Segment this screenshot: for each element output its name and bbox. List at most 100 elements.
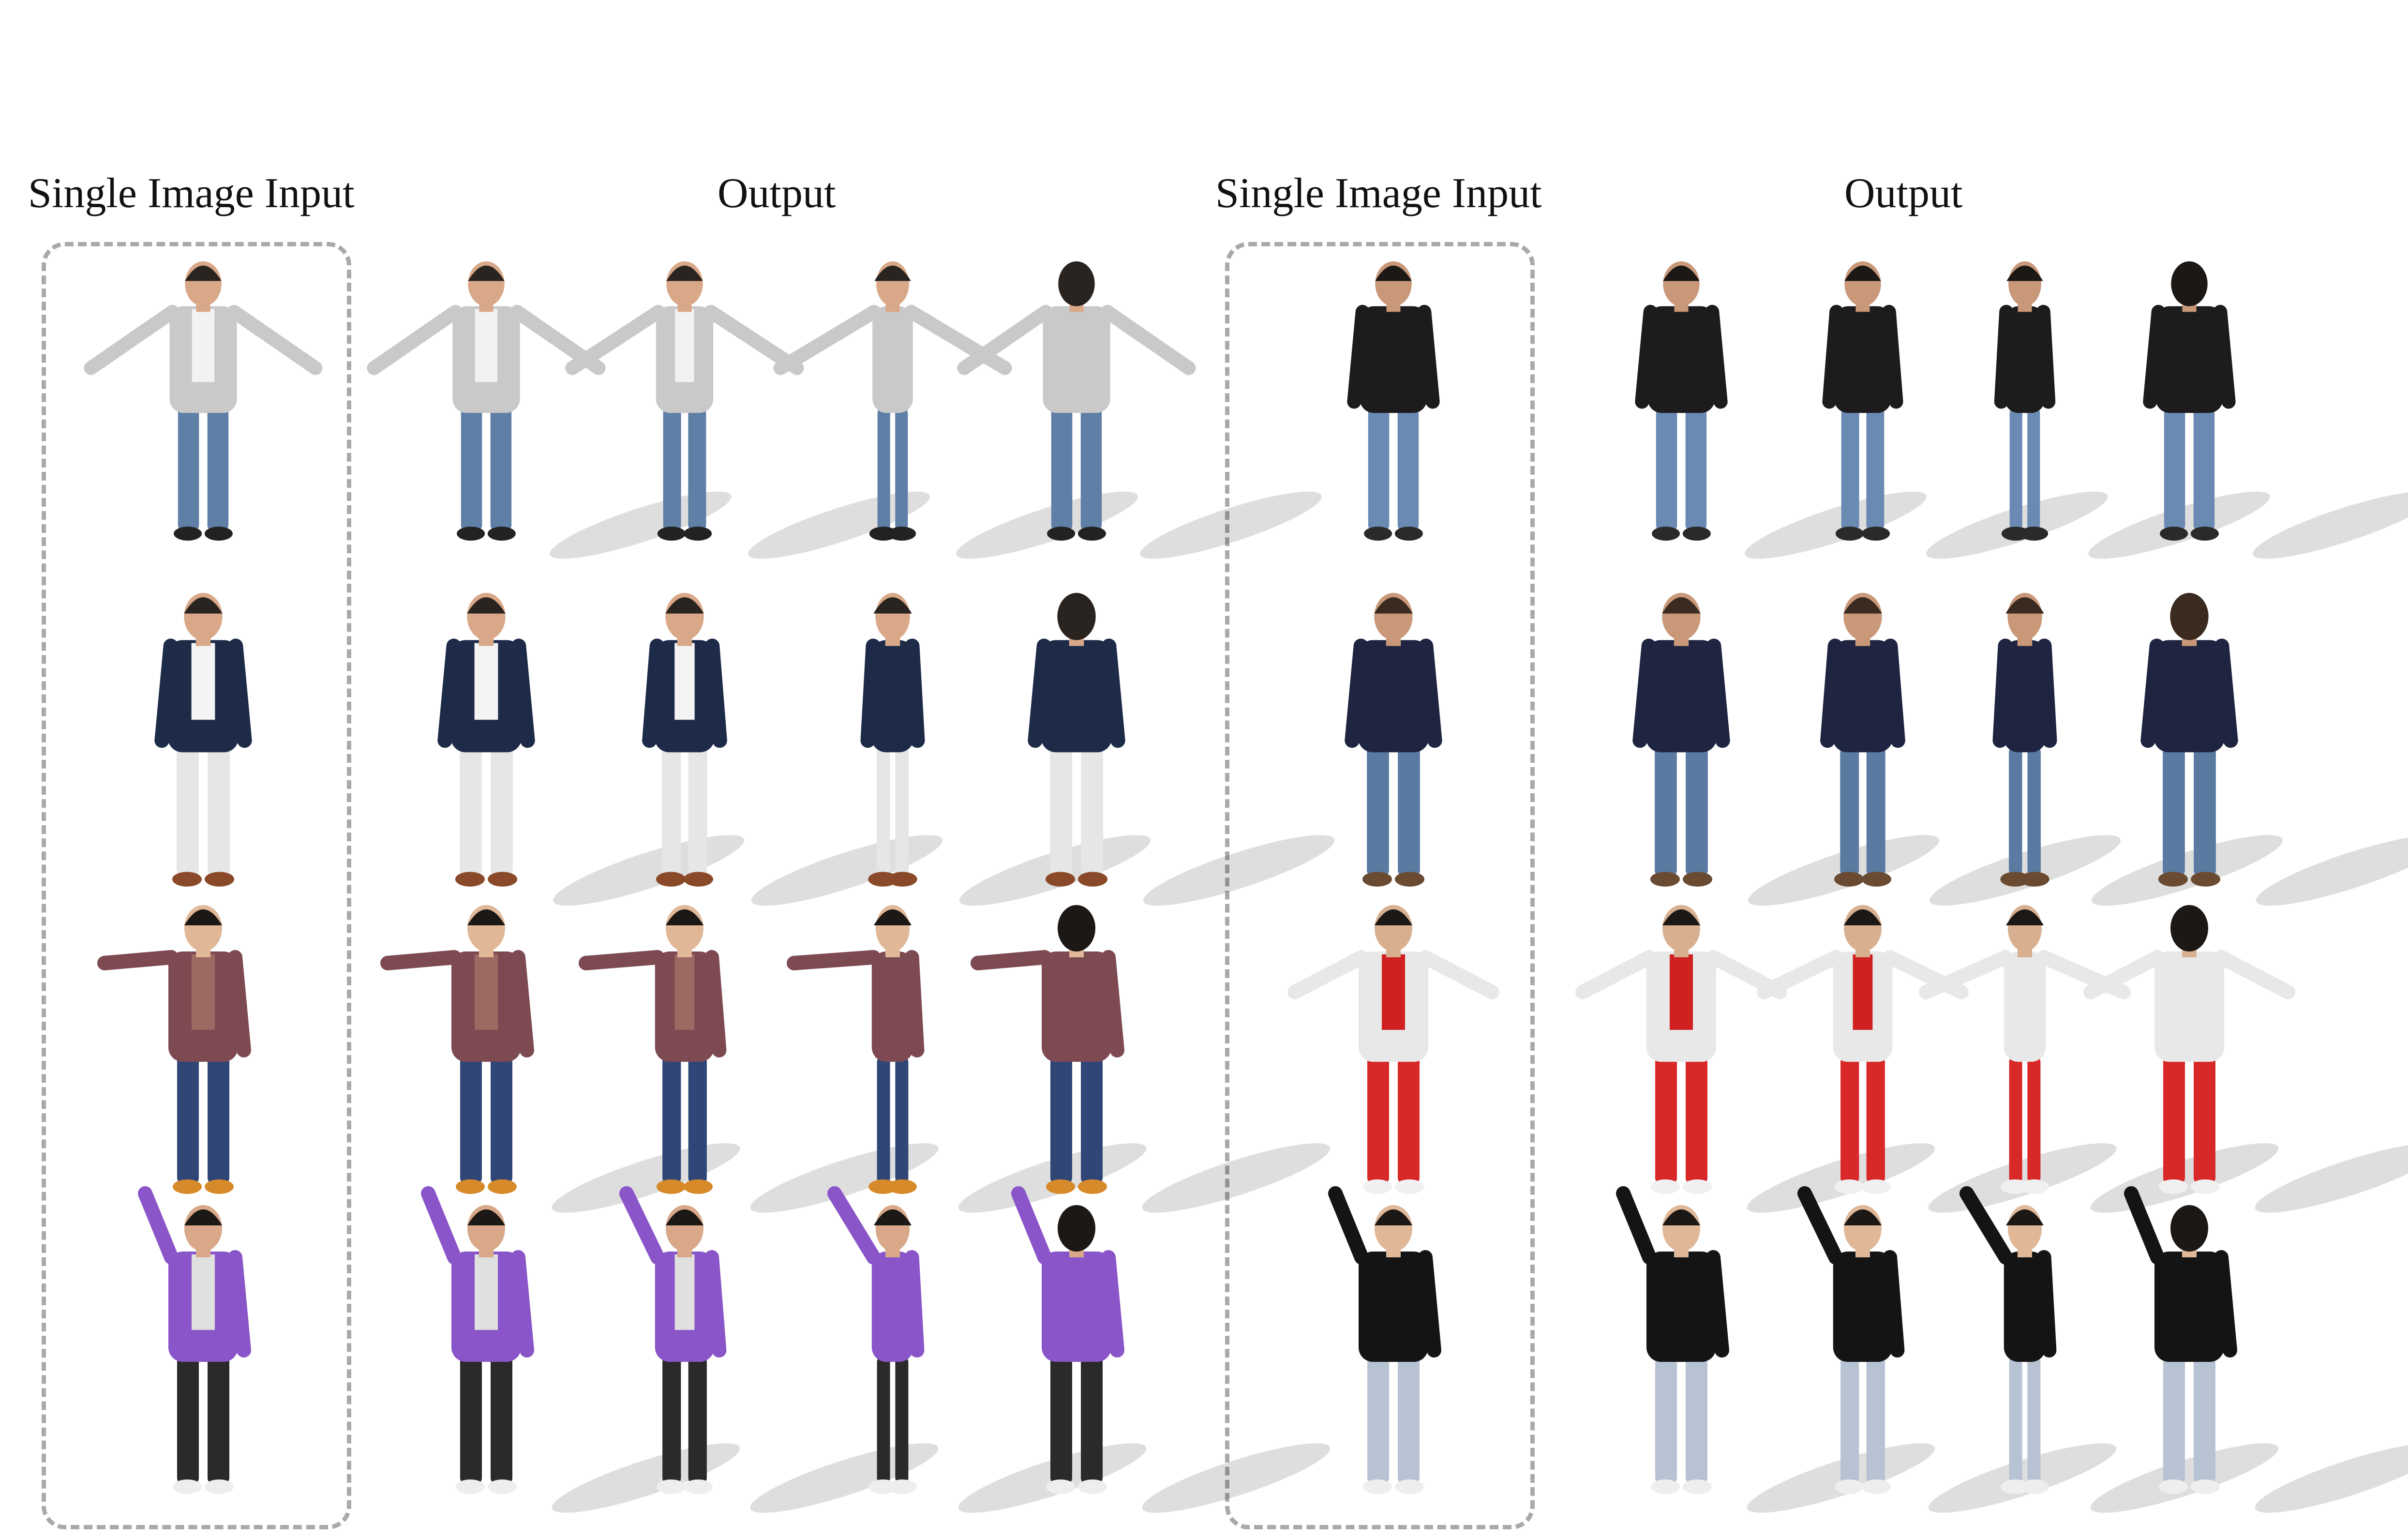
hair [874,265,911,281]
right-shoe [488,872,518,887]
right-leg [895,1056,909,1184]
shirt-front [1381,643,1406,720]
left-shoe [173,1179,202,1194]
left-shoe [1834,1479,1864,1494]
left-arm [2083,950,2165,999]
left-leg [177,746,199,876]
right-arm [1882,304,1903,409]
hair [184,1209,222,1225]
right-shoe [2191,1479,2220,1494]
right-arm [704,1250,727,1358]
left-arm [579,950,665,970]
right-shoe [2019,1479,2049,1494]
person-p2-r1-input [1347,261,1440,541]
left-arm [1919,950,2013,999]
input-frame-left [42,242,351,1529]
shadow [750,1143,939,1213]
shirt-front [1670,954,1693,1030]
shadow [2253,491,2408,559]
left-shoe [1835,527,1864,541]
hair [1843,597,1882,614]
right-shoe [1683,1479,1712,1494]
hair [1375,265,1412,281]
left-leg [460,1356,482,1484]
person-p2-r2-front [1632,593,1940,906]
person-p1-r4-back [1011,1186,1331,1513]
left-arm [367,304,463,375]
shirt-front [191,643,215,720]
person-p1-r1-front [367,261,732,559]
right-leg [491,746,513,876]
left-leg [177,1356,199,1484]
left-arm [1992,638,2013,748]
person-p1-r1-input [84,261,323,541]
left-shoe [1363,1479,1392,1494]
shirt-front [1382,309,1405,382]
right-shoe [684,1179,713,1194]
right-leg [1686,746,1708,876]
left-arm [971,950,1052,970]
shirt-front [1853,954,1873,1030]
right-leg [208,1056,229,1184]
hair [666,265,703,281]
hair [2006,265,2043,281]
right-shoe [1682,527,1711,541]
right-leg [688,1056,707,1184]
left-shoe [456,1479,485,1494]
person-p2-r2-input [1345,593,1442,887]
left-arm [565,304,666,375]
shadow [1143,835,1335,906]
left-arm [787,950,881,970]
left-shoe [1362,872,1392,887]
left-leg [877,1356,890,1484]
left-leg [1050,746,1072,876]
person-p1-r2-back [1028,593,1335,906]
left-leg [2163,746,2185,876]
right-arm [2036,304,2056,409]
left-arm [1797,1186,1843,1265]
right-leg [688,746,707,876]
person-p2-r1-back [2143,261,2408,559]
right-leg [895,407,908,531]
shirt-front [674,954,695,1030]
left-leg [662,1056,681,1184]
left-leg [1841,407,1859,531]
left-leg [1367,746,1389,876]
torso [2154,640,2225,753]
shirt-front [674,1254,695,1330]
shirt-front [475,1254,498,1330]
left-leg [2009,1356,2022,1484]
left-leg [1367,1356,1389,1484]
left-leg [1655,746,1677,876]
input-frame-right [1225,242,1535,1529]
right-leg [490,407,512,531]
left-shoe [1364,527,1392,541]
person-p1-r3-three-quarter [579,905,939,1213]
shadow [751,835,943,906]
right-leg [1866,407,1885,531]
left-leg [663,407,681,531]
hair [1058,1209,1095,1225]
shirt-front [475,309,498,382]
right-leg [2194,1056,2215,1184]
shirt-front [1670,1254,1693,1330]
torso [2004,951,2046,1062]
hair [184,909,222,925]
right-leg [1398,746,1420,876]
torso [2154,951,2224,1062]
left-leg [1050,1056,1072,1184]
left-shoe [2160,527,2188,541]
shirt-front [1669,643,1693,720]
right-shoe [684,527,712,541]
shirt-front [1382,954,1405,1030]
left-arm [773,304,882,375]
left-leg [877,746,890,876]
left-leg [1367,1056,1389,1184]
right-shoe [1078,1179,1107,1194]
left-arm [1635,304,1658,409]
left-arm [2124,1186,2165,1265]
right-shoe [2191,872,2221,887]
right-arm [1883,1250,1905,1358]
right-leg [1686,1356,1707,1484]
right-leg [2194,1356,2215,1484]
